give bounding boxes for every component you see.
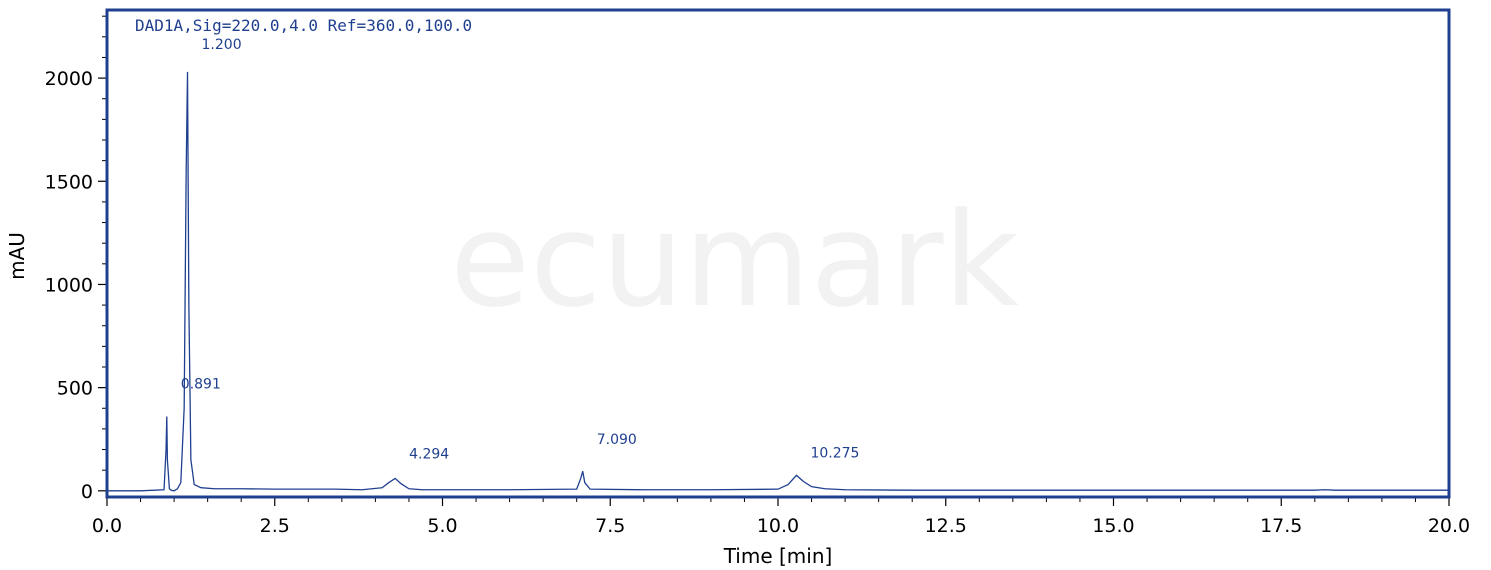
peak-label: 10.275 bbox=[810, 445, 859, 461]
x-axis-label: Time [min] bbox=[723, 544, 833, 568]
y-axis-label: mAU bbox=[5, 232, 29, 280]
y-tick-label: 2000 bbox=[45, 68, 93, 90]
x-tick-label: 17.5 bbox=[1260, 515, 1302, 537]
peak-label: 4.294 bbox=[409, 446, 449, 462]
x-tick-label: 10.0 bbox=[757, 515, 799, 537]
plot-frame bbox=[105, 8, 1451, 499]
peak-label: 1.200 bbox=[202, 37, 242, 53]
x-tick-label: 12.5 bbox=[925, 515, 967, 537]
signal-trace bbox=[107, 71, 1449, 492]
peak-labels: 0.891 1.200 4.294 7.090 10.275 bbox=[181, 37, 860, 462]
peak-label: 0.891 bbox=[181, 377, 221, 393]
tick-labels: 0.0 2.5 5.0 7.5 10.0 12.5 15.0 17.5 20.0 0 500 1000… bbox=[45, 68, 1471, 537]
y-tick-label: 1500 bbox=[45, 171, 93, 193]
peak-label: 7.090 bbox=[597, 432, 637, 448]
y-tick-label: 500 bbox=[57, 378, 93, 400]
x-tick-label: 7.5 bbox=[595, 515, 625, 537]
signal-title: DAD1A,Sig=220.0,4.0 Ref=360.0,100.0 bbox=[135, 16, 472, 35]
x-tick-label: 5.0 bbox=[427, 515, 457, 537]
x-tick-label: 15.0 bbox=[1092, 515, 1134, 537]
watermark: ecumark bbox=[450, 184, 1019, 336]
x-tick-label: 20.0 bbox=[1428, 515, 1470, 537]
x-tick-label: 0.0 bbox=[92, 515, 122, 537]
y-tick-label: 1000 bbox=[45, 274, 93, 296]
x-tick-label: 2.5 bbox=[260, 515, 290, 537]
y-tick-label: 0 bbox=[81, 481, 93, 503]
